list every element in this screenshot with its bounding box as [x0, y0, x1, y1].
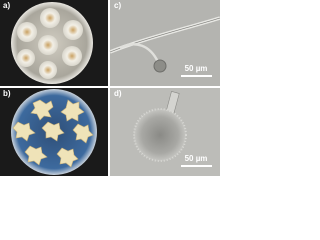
scale-bar: [181, 165, 212, 167]
panel-a: a): [0, 0, 108, 86]
panel-label: a): [3, 1, 10, 10]
page: a) b) c) 50 µm d) 50 µm: [0, 0, 221, 176]
scale-bar-label: 50 µm: [185, 64, 208, 73]
scale-bar: [181, 75, 212, 77]
panel-d: d) 50 µm: [110, 88, 220, 176]
panel-label: c): [114, 1, 121, 10]
panel-b: b): [0, 88, 108, 176]
figure: a) b) c) 50 µm d) 50 µm: [0, 0, 221, 176]
panel-label: d): [114, 89, 122, 98]
panel-label: b): [3, 89, 11, 98]
panel-c: c) 50 µm: [109, 0, 221, 86]
scale-bar-label: 50 µm: [185, 154, 208, 163]
